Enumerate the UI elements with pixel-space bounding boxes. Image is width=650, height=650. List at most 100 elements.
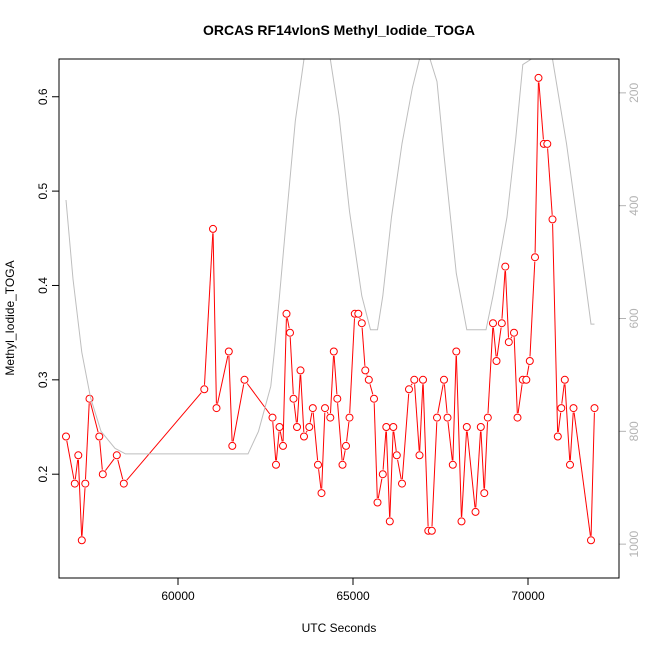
series-segment <box>529 261 536 357</box>
data-point <box>405 385 413 394</box>
data-point <box>81 479 90 488</box>
series-segment <box>282 318 287 442</box>
series-segment <box>90 402 99 433</box>
data-point <box>228 441 237 450</box>
data-point <box>525 357 534 365</box>
series-segment <box>414 384 420 451</box>
series-segment <box>286 318 290 329</box>
series-segment <box>104 458 115 471</box>
data-point <box>378 470 387 479</box>
data-point <box>457 517 466 526</box>
data-point <box>224 347 233 356</box>
series-segment <box>85 403 90 480</box>
data-point <box>531 253 539 262</box>
data-point <box>389 423 398 431</box>
series-segment <box>526 365 530 376</box>
y-tick-label: 0.4 <box>36 277 50 294</box>
series-segment <box>246 383 271 415</box>
series-segment <box>569 412 574 461</box>
series-segment <box>385 431 391 517</box>
data-point <box>483 413 492 422</box>
series-segment <box>452 355 457 461</box>
series-segment <box>447 422 453 461</box>
data-point <box>480 489 489 498</box>
series-segment <box>330 355 334 414</box>
data-point <box>74 451 83 460</box>
data-point <box>476 423 485 431</box>
data-point <box>569 404 578 413</box>
data-point <box>415 451 424 460</box>
series-segment <box>513 337 518 414</box>
chart-title: ORCAS RF14vlonS Methyl_Iodide_TOGA <box>203 22 475 38</box>
series-segment <box>389 431 394 517</box>
series-segment <box>74 459 79 480</box>
data-point <box>497 319 506 328</box>
data-point <box>119 479 128 488</box>
data-point <box>471 507 480 516</box>
data-point <box>329 347 338 356</box>
series-segment <box>289 337 294 395</box>
data-point <box>282 309 291 318</box>
data-point <box>492 357 501 365</box>
series-segment <box>337 403 343 461</box>
data-point <box>440 375 448 384</box>
data-point <box>501 262 510 271</box>
data-point <box>333 394 342 403</box>
series-segment <box>312 412 319 461</box>
data-point <box>504 338 513 347</box>
series-segment <box>547 148 553 215</box>
series-segment <box>349 318 355 414</box>
series-segment <box>534 82 539 253</box>
data-point <box>427 526 436 535</box>
series-segment <box>466 431 476 508</box>
data-point <box>587 536 595 545</box>
series-segment <box>431 422 438 527</box>
data-point <box>321 404 329 413</box>
data-point <box>305 423 314 431</box>
series-segment <box>401 393 410 480</box>
series-segment <box>272 422 277 461</box>
series-segment <box>309 412 313 423</box>
data-point <box>286 328 294 337</box>
plot-frame <box>58 58 620 579</box>
data-point <box>77 536 86 545</box>
data-point <box>345 413 354 422</box>
series-segment <box>333 355 338 395</box>
series-segment <box>475 431 481 508</box>
series-segment <box>279 431 283 442</box>
series-segment <box>293 403 297 423</box>
series-segment <box>346 421 350 442</box>
data-point <box>95 432 104 441</box>
series-segment <box>410 383 413 386</box>
series-segment <box>81 488 86 536</box>
data-point <box>361 366 370 375</box>
series-segment <box>212 233 217 404</box>
series-segment <box>228 355 233 442</box>
series-segment <box>377 478 383 499</box>
data-point <box>382 423 391 431</box>
data-point <box>370 394 378 403</box>
series-segment <box>455 355 462 517</box>
y2-tick-label: 800 <box>627 421 641 441</box>
y2-tick-label: 1000 <box>627 530 641 557</box>
series-segment <box>422 384 429 527</box>
series-segment <box>204 233 214 385</box>
data-point <box>385 517 394 526</box>
data-point <box>342 441 350 450</box>
series-segment <box>564 384 571 461</box>
data-point <box>200 385 209 394</box>
series-segment <box>326 411 329 414</box>
series-segment <box>77 459 83 536</box>
series-segment <box>517 384 523 414</box>
series-segment <box>538 82 544 140</box>
data-point <box>553 432 562 441</box>
data-point <box>326 413 335 422</box>
data-point <box>452 347 461 356</box>
series-segment <box>232 384 245 442</box>
series-segment <box>117 459 124 480</box>
y2-tick-label: 600 <box>627 308 641 328</box>
series-segment <box>296 374 301 423</box>
data-point <box>489 319 497 328</box>
data-point <box>510 328 518 337</box>
series-segment <box>552 223 559 433</box>
